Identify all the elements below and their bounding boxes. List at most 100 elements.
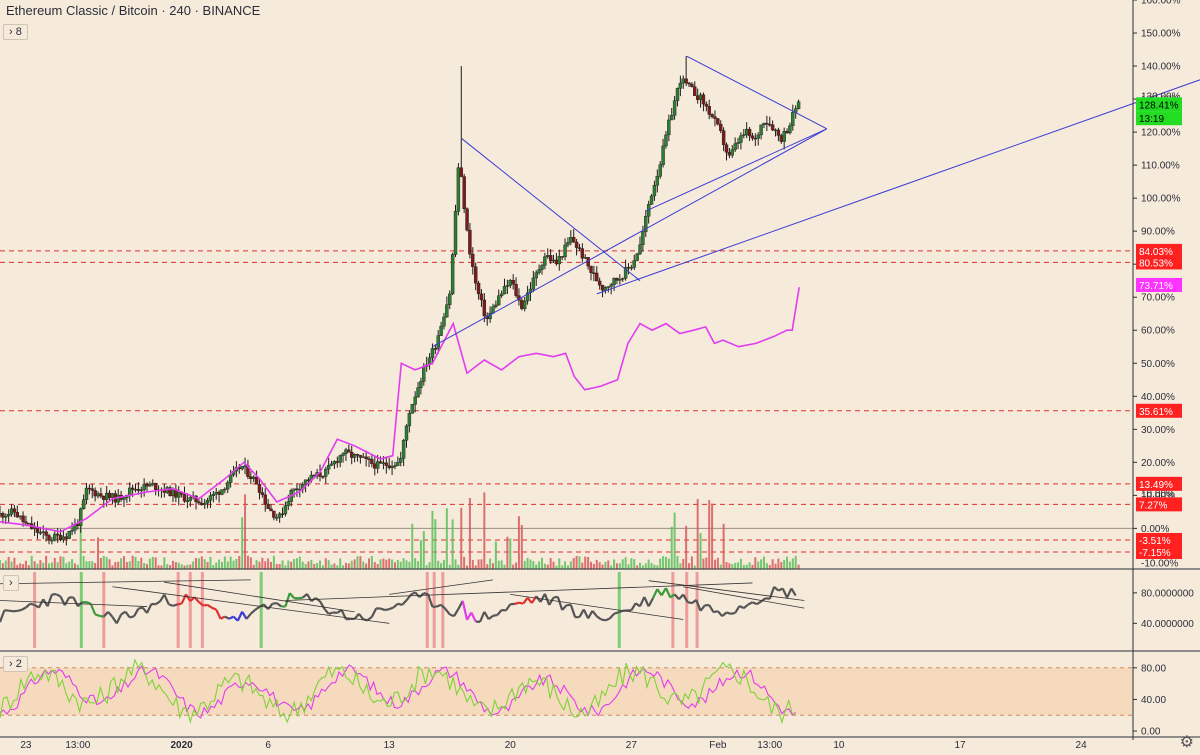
candle[interactable] — [497, 295, 501, 306]
candle[interactable] — [776, 129, 781, 136]
candle[interactable] — [629, 267, 634, 269]
candle[interactable] — [321, 476, 325, 478]
candle[interactable] — [505, 285, 510, 287]
candle[interactable] — [574, 241, 579, 248]
candle[interactable] — [779, 135, 783, 142]
candle[interactable] — [378, 461, 383, 464]
candle[interactable] — [326, 465, 331, 470]
candle[interactable] — [773, 129, 778, 132]
oscillator-pane-2[interactable] — [0, 658, 1133, 725]
candle[interactable] — [664, 134, 668, 147]
candle[interactable] — [465, 208, 469, 231]
candle[interactable] — [522, 300, 527, 309]
candle[interactable] — [690, 83, 694, 87]
candle[interactable] — [38, 532, 43, 534]
candle[interactable] — [459, 167, 463, 177]
candle[interactable] — [384, 462, 389, 466]
candle[interactable] — [471, 253, 475, 267]
candle[interactable] — [148, 484, 152, 487]
candle[interactable] — [96, 493, 100, 497]
candle[interactable] — [104, 492, 109, 500]
candle[interactable] — [18, 515, 22, 518]
candle[interactable] — [546, 255, 550, 257]
candle[interactable] — [370, 459, 374, 464]
candle[interactable] — [701, 94, 706, 105]
candle[interactable] — [511, 280, 515, 285]
candle[interactable] — [27, 522, 31, 525]
candle[interactable] — [280, 513, 285, 515]
candle[interactable] — [381, 462, 386, 465]
candle[interactable] — [404, 425, 409, 441]
candle[interactable] — [756, 134, 760, 139]
candle[interactable] — [768, 123, 772, 126]
candle[interactable] — [600, 284, 605, 291]
trendline[interactable] — [432, 128, 828, 348]
candle[interactable] — [577, 247, 582, 249]
candle[interactable] — [612, 278, 616, 285]
candle[interactable] — [618, 279, 622, 281]
candle[interactable] — [9, 508, 14, 515]
candle[interactable] — [4, 515, 8, 518]
candle[interactable] — [551, 259, 556, 262]
candle[interactable] — [332, 461, 337, 465]
candle[interactable] — [364, 456, 368, 459]
candle[interactable] — [569, 237, 573, 243]
oscillator-1-trendline[interactable] — [683, 586, 805, 609]
candle[interactable] — [782, 131, 786, 142]
candle[interactable] — [462, 176, 466, 209]
trendline[interactable] — [686, 55, 828, 130]
oscillator-2-line[interactable] — [0, 658, 796, 725]
candle[interactable] — [107, 492, 112, 498]
trendline[interactable] — [461, 138, 641, 282]
candle[interactable] — [361, 456, 365, 459]
candle[interactable] — [61, 536, 66, 541]
candle[interactable] — [540, 265, 544, 270]
candle[interactable] — [211, 493, 216, 496]
candle[interactable] — [710, 114, 714, 117]
candle[interactable] — [719, 123, 723, 131]
comparison-series-line[interactable] — [0, 287, 800, 533]
candle[interactable] — [324, 468, 328, 477]
candle[interactable] — [626, 267, 631, 269]
candle[interactable] — [139, 489, 143, 492]
candle[interactable] — [652, 185, 657, 197]
candle[interactable] — [249, 476, 253, 479]
candle[interactable] — [335, 461, 340, 463]
candle[interactable] — [597, 280, 602, 286]
candle[interactable] — [182, 494, 187, 502]
candle[interactable] — [99, 493, 103, 497]
candle[interactable] — [595, 272, 599, 282]
candle[interactable] — [670, 115, 674, 121]
candle[interactable] — [64, 536, 69, 539]
candle[interactable] — [649, 195, 654, 205]
candle[interactable] — [87, 487, 92, 490]
candle[interactable] — [644, 215, 648, 233]
candle[interactable] — [525, 292, 530, 302]
candle[interactable] — [753, 137, 758, 140]
candle[interactable] — [21, 515, 25, 522]
candle[interactable] — [520, 300, 524, 309]
candle[interactable] — [721, 130, 726, 145]
candle[interactable] — [583, 257, 587, 259]
candle[interactable] — [410, 404, 414, 414]
candle[interactable] — [439, 325, 443, 336]
candle[interactable] — [502, 285, 507, 295]
candle[interactable] — [572, 237, 576, 243]
candle[interactable] — [6, 514, 11, 517]
candle[interactable] — [698, 94, 703, 100]
candle[interactable] — [765, 122, 769, 125]
candle[interactable] — [494, 304, 498, 308]
candle[interactable] — [306, 479, 311, 481]
candle[interactable] — [202, 502, 207, 505]
candle[interactable] — [396, 462, 400, 466]
candle[interactable] — [615, 278, 619, 281]
candle[interactable] — [55, 533, 60, 536]
candle[interactable] — [217, 491, 221, 495]
candle[interactable] — [479, 293, 484, 301]
candle[interactable] — [419, 381, 423, 388]
candle[interactable] — [641, 231, 645, 245]
candle[interactable] — [53, 533, 57, 541]
candle[interactable] — [269, 508, 273, 512]
candle[interactable] — [788, 125, 792, 134]
